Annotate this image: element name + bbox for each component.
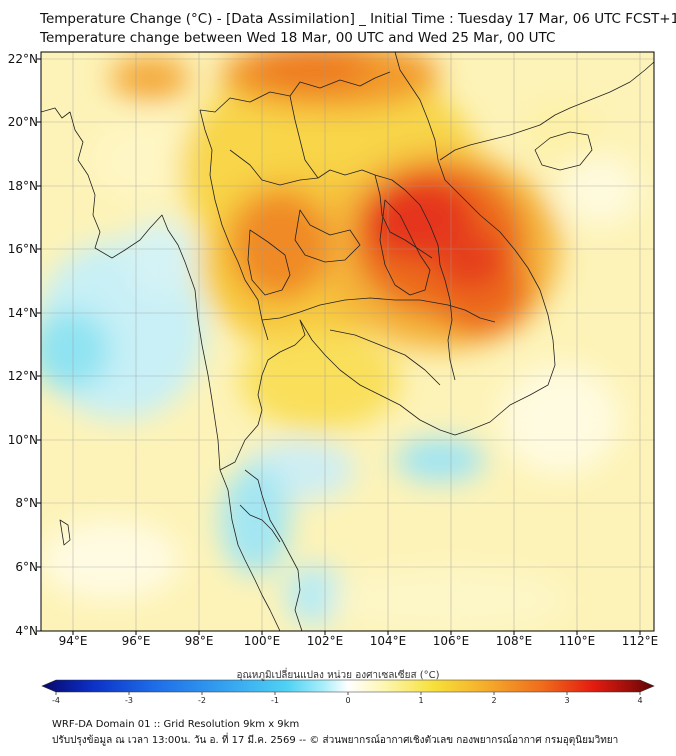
footer-model-info: WRF-DA Domain 01 :: Grid Resolution 9km … [52,719,300,730]
colorbar-tick-label: -2 [198,696,206,705]
map-subtitle: Temperature change between Wed 18 Mar, 0… [40,30,556,46]
graticule [41,52,654,631]
colorbar-tick-label: -4 [52,696,60,705]
lon-label: 102°E [307,634,344,648]
lon-label: 110°E [559,634,596,648]
lat-label: 14°N [8,306,38,320]
colorbar-tick-label: 3 [564,696,569,705]
lat-label: 8°N [15,496,38,510]
lat-label: 6°N [15,560,38,574]
lon-label: 106°E [433,634,470,648]
lon-label: 112°E [622,634,659,648]
colorbar-title: อุณหภูมิเปลี่ยนแปลง หน่วย องศาเซลเซียส (… [236,670,440,681]
lon-label: 104°E [370,634,407,648]
lat-label: 20°N [8,115,38,129]
colorbar-tick-label: 2 [491,696,496,705]
footer-update-info: ปรับปรุงข้อมูล ณ เวลา 13:00น. วัน อ. ที่… [52,735,619,746]
colorbar: -4 -3 -2 -1 0 1 2 3 4 [41,679,655,705]
lat-label: 22°N [8,52,38,66]
lat-label: 10°N [8,433,38,447]
colorbar-tick-label: 4 [637,696,642,705]
map-title: Temperature Change (°C) - [Data Assimila… [40,11,676,27]
longitude-labels: 94°E 96°E 98°E 100°E 102°E 104°E 106°E 108°E 110… [59,631,659,648]
lon-label: 98°E [185,634,214,648]
lon-label: 108°E [496,634,533,648]
colorbar-tick-label: 0 [345,696,350,705]
lat-label: 4°N [15,624,38,638]
colorbar-ticks: -4 -3 -2 -1 0 1 2 3 4 [52,692,643,705]
lon-label: 100°E [244,634,281,648]
colorbar-tick-label: -1 [271,696,279,705]
coastlines-and-borders [41,52,654,631]
latitude-labels: 22°N 20°N 18°N 16°N 14°N 12°N 10°N 8°N 6°N 4°N [8,52,41,638]
lon-label: 96°E [122,634,151,648]
temperature-field [41,52,654,631]
colorbar-tick-label: -3 [125,696,133,705]
lat-label: 16°N [8,242,38,256]
map-frame [40,51,655,632]
colorbar-tick-label: 1 [418,696,423,705]
lat-label: 18°N [8,179,38,193]
lat-label: 12°N [8,369,38,383]
lon-label: 94°E [59,634,88,648]
